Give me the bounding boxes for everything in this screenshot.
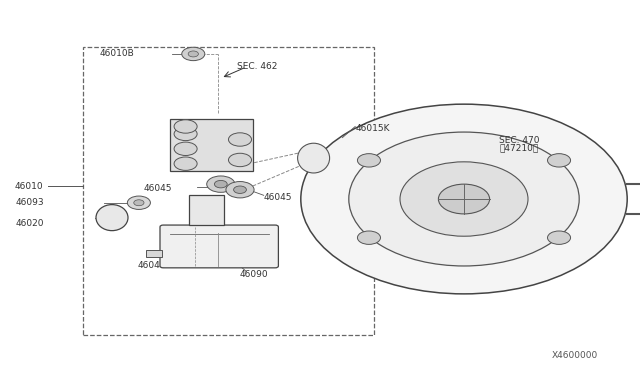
Text: 46010: 46010 — [14, 182, 43, 190]
Text: SEC. 470: SEC. 470 — [499, 136, 540, 145]
Text: SEC. 462: SEC. 462 — [237, 62, 277, 71]
Text: 46090: 46090 — [240, 270, 269, 279]
Bar — [189, 195, 224, 225]
Text: 46015K: 46015K — [355, 124, 390, 133]
Circle shape — [226, 182, 254, 198]
Bar — [170, 119, 253, 171]
Text: 46020: 46020 — [16, 219, 45, 228]
Circle shape — [349, 132, 579, 266]
Circle shape — [134, 200, 144, 206]
Circle shape — [174, 142, 197, 155]
Circle shape — [207, 176, 235, 192]
Circle shape — [400, 162, 528, 236]
Circle shape — [174, 127, 197, 141]
Circle shape — [438, 184, 490, 214]
Circle shape — [301, 104, 627, 294]
Text: 46045: 46045 — [264, 193, 292, 202]
Circle shape — [182, 47, 205, 61]
Text: 46010B: 46010B — [99, 49, 134, 58]
Circle shape — [358, 231, 381, 244]
Circle shape — [228, 133, 252, 146]
Ellipse shape — [96, 205, 128, 231]
Circle shape — [214, 180, 227, 188]
Circle shape — [174, 120, 197, 133]
Circle shape — [228, 153, 252, 167]
Circle shape — [547, 154, 570, 167]
Bar — [146, 250, 162, 257]
Ellipse shape — [298, 143, 330, 173]
Text: 〰47210〱: 〰47210〱 — [499, 144, 538, 153]
Bar — [83, 46, 374, 335]
FancyBboxPatch shape — [160, 225, 278, 268]
Text: 46045: 46045 — [144, 185, 173, 193]
Text: 46048: 46048 — [138, 262, 166, 270]
Text: 46093: 46093 — [16, 198, 45, 207]
Circle shape — [547, 231, 570, 244]
Circle shape — [188, 51, 198, 57]
Circle shape — [358, 154, 381, 167]
Text: X4600000: X4600000 — [552, 351, 598, 360]
Circle shape — [174, 157, 197, 170]
Circle shape — [234, 186, 246, 193]
Circle shape — [127, 196, 150, 209]
